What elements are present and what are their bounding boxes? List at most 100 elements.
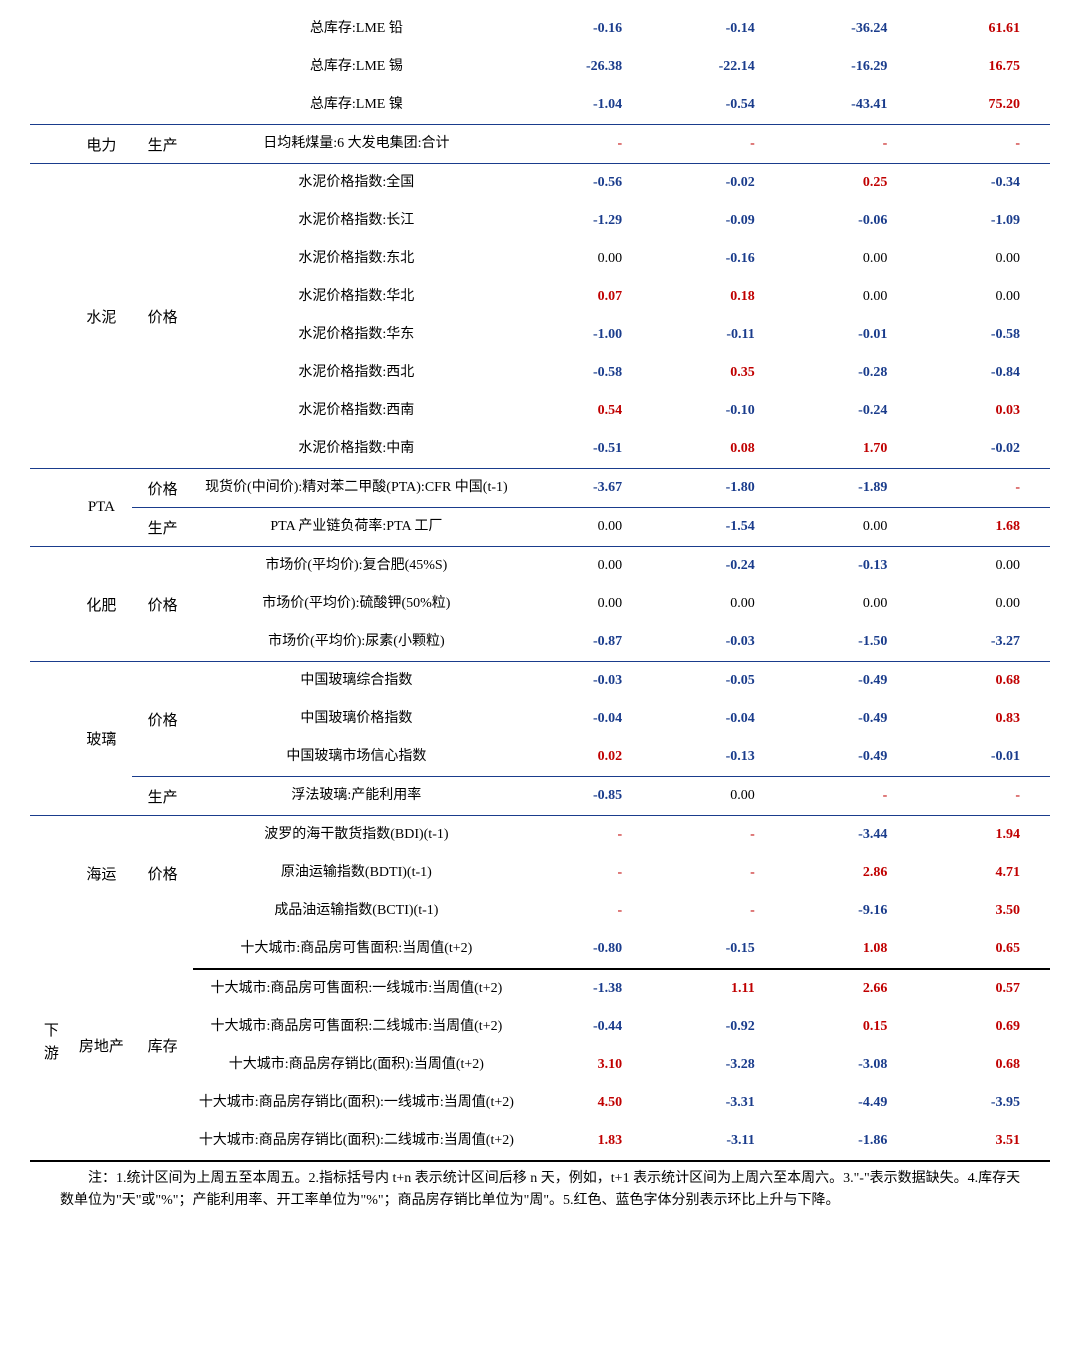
value-cell: 0.35 xyxy=(652,354,785,392)
indicator-label: 水泥价格指数:长江 xyxy=(193,202,519,240)
value-cell: 1.83 xyxy=(520,1122,653,1160)
category-l1 xyxy=(30,164,71,469)
category-l3 xyxy=(132,10,193,125)
value-cell: 75.20 xyxy=(917,86,1050,125)
indicator-label: 原油运输指数(BDTI)(t-1) xyxy=(193,854,519,892)
category-l3: 价格 xyxy=(132,547,193,662)
value-cell: 0.00 xyxy=(785,508,918,547)
value-cell: -0.04 xyxy=(520,700,653,738)
value-cell: 0.02 xyxy=(520,738,653,777)
value-cell: 0.18 xyxy=(652,278,785,316)
value-cell: 1.94 xyxy=(917,816,1050,855)
value-cell: - xyxy=(917,125,1050,164)
value-cell: -43.41 xyxy=(785,86,918,125)
value-cell: -0.01 xyxy=(917,738,1050,777)
category-l1 xyxy=(30,469,71,547)
value-cell: - xyxy=(785,777,918,816)
value-cell: 3.50 xyxy=(917,892,1050,930)
value-cell: -0.11 xyxy=(652,316,785,354)
value-cell: -0.44 xyxy=(520,1008,653,1046)
value-cell: -3.44 xyxy=(785,816,918,855)
value-cell: -0.24 xyxy=(652,547,785,586)
value-cell: -0.03 xyxy=(652,623,785,662)
value-cell: -1.89 xyxy=(785,469,918,508)
indicator-label: 水泥价格指数:西北 xyxy=(193,354,519,392)
value-cell: -3.28 xyxy=(652,1046,785,1084)
value-cell: -26.38 xyxy=(520,48,653,86)
indicator-label: 日均耗煤量:6 大发电集团:合计 xyxy=(193,125,519,164)
value-cell: -0.02 xyxy=(917,430,1050,469)
value-cell: - xyxy=(785,125,918,164)
category-l3: 生产 xyxy=(132,777,193,816)
indicator-label: 现货价(中间价):精对苯二甲酸(PTA):CFR 中国(t-1) xyxy=(193,469,519,508)
value-cell: 0.83 xyxy=(917,700,1050,738)
value-cell: -4.49 xyxy=(785,1084,918,1122)
value-cell: 1.68 xyxy=(917,508,1050,547)
value-cell: -0.49 xyxy=(785,700,918,738)
value-cell: -0.85 xyxy=(520,777,653,816)
value-cell: -0.03 xyxy=(520,662,653,701)
value-cell: 3.10 xyxy=(520,1046,653,1084)
value-cell: - xyxy=(652,125,785,164)
indicator-label: 浮法玻璃:产能利用率 xyxy=(193,777,519,816)
indicator-label: 波罗的海干散货指数(BDI)(t-1) xyxy=(193,816,519,855)
indicator-label: 中国玻璃价格指数 xyxy=(193,700,519,738)
indicator-label: 水泥价格指数:西南 xyxy=(193,392,519,430)
category-l2: 房地产 xyxy=(71,930,132,1160)
value-cell: -0.04 xyxy=(652,700,785,738)
category-l3: 价格 xyxy=(132,662,193,777)
value-cell: 1.11 xyxy=(652,969,785,1008)
value-cell: -0.02 xyxy=(652,164,785,203)
value-cell: 0.07 xyxy=(520,278,653,316)
value-cell: 0.00 xyxy=(917,240,1050,278)
value-cell: -0.15 xyxy=(652,930,785,969)
category-l3: 价格 xyxy=(132,164,193,469)
value-cell: 4.71 xyxy=(917,854,1050,892)
indicator-label: 市场价(平均价):复合肥(45%S) xyxy=(193,547,519,586)
value-cell: -0.05 xyxy=(652,662,785,701)
category-l2 xyxy=(71,10,132,125)
category-l3: 生产 xyxy=(132,125,193,164)
value-cell: -0.13 xyxy=(785,547,918,586)
value-cell: - xyxy=(520,125,653,164)
value-cell: 2.86 xyxy=(785,854,918,892)
indicator-label: 总库存:LME 锡 xyxy=(193,48,519,86)
value-cell: 0.00 xyxy=(520,585,653,623)
table-notes: 注：1.统计区间为上周五至本周五。2.指标括号内 t+n 表示统计区间后移 n … xyxy=(30,1162,1050,1213)
indicator-label: 十大城市:商品房存销比(面积):一线城市:当周值(t+2) xyxy=(193,1084,519,1122)
category-l2: 玻璃 xyxy=(71,662,132,816)
value-cell: -1.54 xyxy=(652,508,785,547)
indicator-label: 水泥价格指数:东北 xyxy=(193,240,519,278)
value-cell: -0.51 xyxy=(520,430,653,469)
value-cell: 0.69 xyxy=(917,1008,1050,1046)
category-l3: 库存 xyxy=(132,930,193,1160)
industry-data-table: 总库存:LME 铅-0.16-0.14-36.2461.61总库存:LME 锡-… xyxy=(30,10,1050,1162)
category-l1 xyxy=(30,816,71,931)
category-l2: PTA xyxy=(71,469,132,547)
value-cell: -9.16 xyxy=(785,892,918,930)
value-cell: 0.03 xyxy=(917,392,1050,430)
indicator-label: 水泥价格指数:全国 xyxy=(193,164,519,203)
value-cell: 0.00 xyxy=(917,278,1050,316)
value-cell: 0.00 xyxy=(520,508,653,547)
value-cell: - xyxy=(652,892,785,930)
indicator-label: 十大城市:商品房存销比(面积):当周值(t+2) xyxy=(193,1046,519,1084)
value-cell: -1.00 xyxy=(520,316,653,354)
value-cell: -0.10 xyxy=(652,392,785,430)
value-cell: 2.66 xyxy=(785,969,918,1008)
category-l3: 价格 xyxy=(132,469,193,508)
indicator-label: 十大城市:商品房可售面积:二线城市:当周值(t+2) xyxy=(193,1008,519,1046)
value-cell: - xyxy=(652,816,785,855)
value-cell: -1.86 xyxy=(785,1122,918,1160)
value-cell: -0.92 xyxy=(652,1008,785,1046)
category-l3: 价格 xyxy=(132,816,193,931)
value-cell: -0.56 xyxy=(520,164,653,203)
value-cell: - xyxy=(652,854,785,892)
indicator-label: 成品油运输指数(BCTI)(t-1) xyxy=(193,892,519,930)
value-cell: - xyxy=(520,816,653,855)
value-cell: 0.00 xyxy=(785,585,918,623)
category-l1 xyxy=(30,547,71,662)
value-cell: 0.00 xyxy=(785,278,918,316)
value-cell: - xyxy=(917,469,1050,508)
value-cell: 3.51 xyxy=(917,1122,1050,1160)
